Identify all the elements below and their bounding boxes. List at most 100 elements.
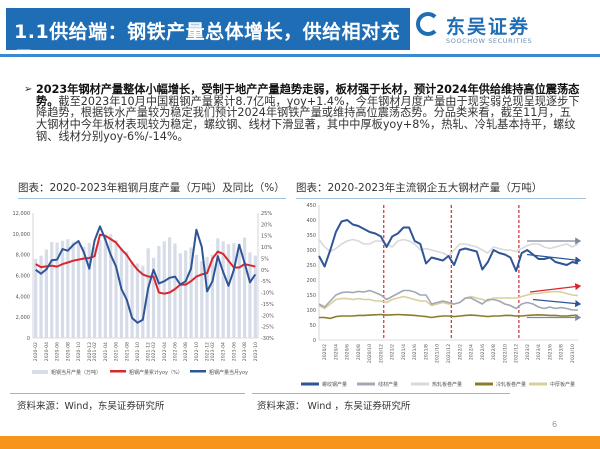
x-tick-label: 2021-08 (124, 342, 130, 361)
line-series-1 (35, 233, 256, 295)
y-left-tick-label: 6,000 (16, 274, 30, 280)
x-tick-label: 2023/8 (559, 344, 565, 360)
x-tick-label: 2021-06 (114, 342, 120, 361)
line-series-0 (318, 219, 579, 272)
bar (248, 252, 252, 338)
summary-bold: 2023年钢材产量整体小幅增长，受制于地产产量趋势走弱，板材强于长材，预计202… (36, 83, 580, 108)
x-tick-label: 2020-08 (65, 342, 71, 361)
bar (82, 246, 86, 338)
x-tick-label: 2020/10 (367, 344, 373, 363)
y-tick-label: 0 (313, 338, 316, 344)
y-right-tick-label: 15% (261, 234, 272, 240)
x-tick-label: 2020/12 (378, 344, 384, 363)
y-tick-label: 150 (306, 293, 316, 299)
x-tick-label: 2021-12 (146, 342, 152, 361)
line-series-4 (318, 290, 579, 310)
bar (76, 241, 81, 338)
legend-swatch (190, 370, 206, 373)
x-tick-label: 2021/8 (423, 344, 429, 360)
x-tick-label: 2021/12 (446, 344, 452, 363)
y-right-tick-label: -30% (261, 336, 274, 342)
bar (210, 254, 215, 338)
bar (237, 243, 241, 338)
bar (141, 265, 145, 338)
line-series-3 (319, 313, 578, 320)
line-series-2 (35, 225, 257, 324)
y-left-tick-label: 2,000 (16, 315, 30, 321)
x-tick-label: 2020/8 (356, 344, 362, 360)
trend-arrow-icon (532, 298, 582, 308)
legend-label: 粗钢产量当月yoy (209, 369, 248, 376)
y-right-tick-label: 5% (261, 256, 269, 262)
y-left-tick-label: 10,000 (13, 232, 31, 238)
page-number: 6 (552, 420, 558, 429)
source-divider-right (252, 393, 510, 394)
bar (168, 237, 172, 338)
bar (200, 261, 204, 338)
bar (205, 256, 209, 338)
source-divider-left (10, 393, 245, 394)
bar (119, 247, 123, 338)
x-tick-label: 2023-08 (242, 342, 248, 361)
bar (189, 247, 193, 338)
legend-swatch (301, 382, 319, 386)
y-tick-label: 200 (306, 278, 316, 284)
source-right: 资料来源： Wind ，东吴证券研究所 (257, 401, 411, 412)
bar (60, 240, 65, 338)
x-tick-label: 2022/12 (514, 344, 520, 363)
legend-swatch (32, 370, 48, 374)
y-right-tick-label: -20% (261, 313, 274, 319)
x-tick-label: 2023-06 (231, 342, 237, 361)
legend-label: 线材产量 (378, 381, 398, 388)
y-right-tick-label: 0% (261, 268, 269, 274)
bar (151, 257, 156, 338)
bar (125, 251, 129, 338)
bar (135, 263, 140, 338)
bar (243, 237, 247, 338)
bar (39, 255, 43, 338)
bar (55, 242, 59, 338)
bar (232, 243, 236, 338)
y-tick-label: 250 (306, 263, 316, 269)
bar (216, 238, 220, 338)
y-tick-label: 50 (310, 323, 316, 329)
x-tick-label: 2022-06 (172, 342, 178, 361)
legend-swatch (357, 382, 375, 386)
summary-text: 截至2023年10月中国粗钢产量累计8.7亿吨，yoy+1.4%，今年钢材月度产… (36, 94, 580, 143)
x-tick-label: 2022-10 (194, 342, 200, 361)
bar (184, 250, 188, 338)
x-tick-label: 2020-12 (87, 342, 93, 361)
bar (173, 243, 177, 338)
logo-english: SOOCHOW SECURITIES (446, 37, 533, 45)
bar (194, 254, 198, 338)
y-right-tick-label: -10% (261, 291, 274, 297)
steel-products-chart: 0 50 100 150 200 250 300 350 400 450 2020/2 2020/4 2… (301, 203, 582, 388)
logo-name: 东吴证券 (446, 16, 531, 38)
legend-swatch (411, 382, 429, 386)
y-right-tick-label: -15% (261, 302, 274, 308)
logo-mark-icon (416, 12, 440, 36)
x-tick-label: 2021/10 (435, 344, 441, 363)
line-series-1 (318, 289, 578, 311)
x-tick-label: 2020/6 (345, 344, 351, 360)
x-tick-label: 2021-04 (103, 342, 109, 361)
x-tick-label: 2022/10 (502, 344, 508, 363)
bullet-arrow-icon: ➢ (24, 84, 33, 95)
legend-label: 冷轧板卷产量 (496, 381, 526, 388)
legend-label: 粗钢当月产量（万吨） (51, 369, 101, 376)
y-left-tick-label: 12,000 (13, 211, 31, 217)
bar (253, 255, 257, 338)
bar (93, 247, 97, 338)
bar (34, 258, 38, 338)
company-logo: 东吴证券 SOOCHOW SECURITIES (416, 12, 596, 48)
y-right-tick-label: 25% (261, 211, 272, 217)
bar (66, 239, 70, 338)
x-tick-label: 2020-02 (33, 342, 39, 361)
x-tick-label: 2023-04 (221, 342, 227, 361)
x-tick-label: 2023/10 (570, 344, 576, 363)
y-left-tick-label: 4,000 (16, 294, 30, 300)
x-tick-label: 2020-10 (76, 342, 82, 361)
bar (98, 240, 102, 338)
x-tick-label: 2022-02 (151, 342, 157, 361)
x-tick-label: 2023/2 (525, 344, 531, 360)
